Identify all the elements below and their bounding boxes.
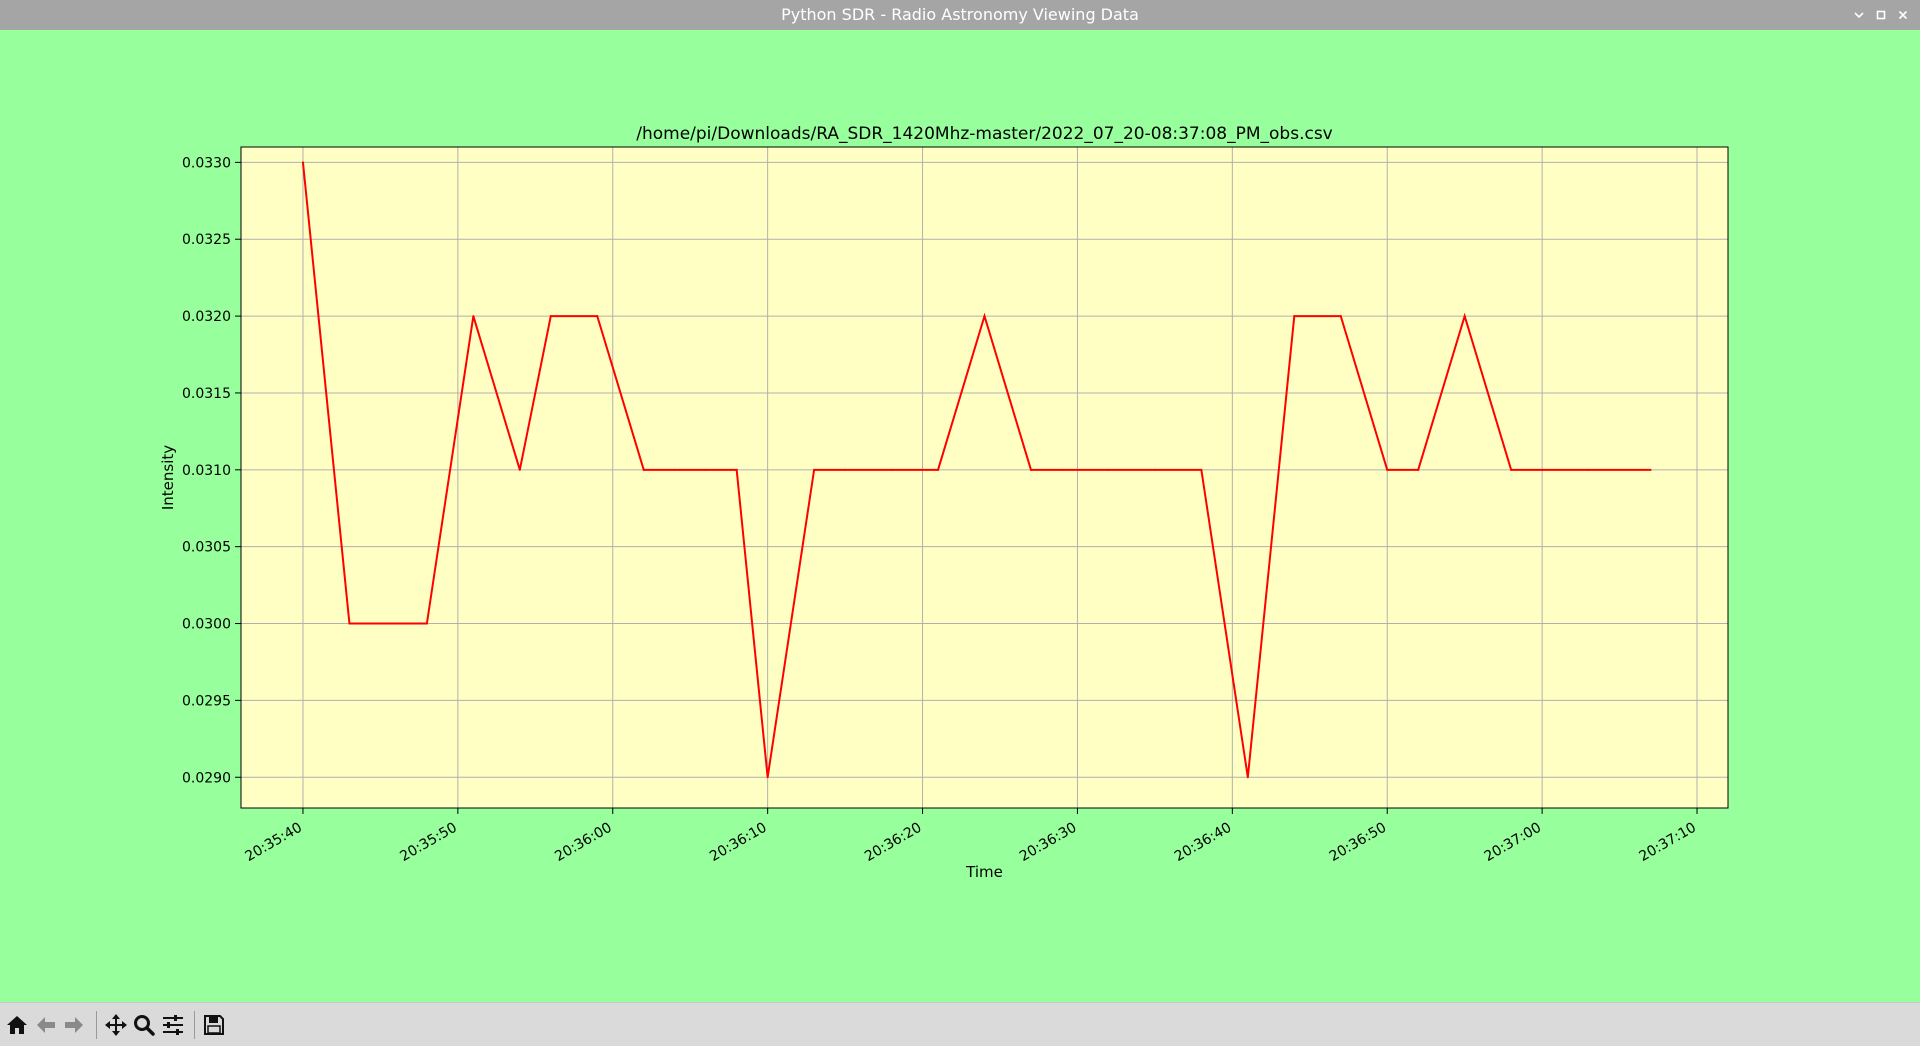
data-point <box>844 468 847 471</box>
home-button[interactable] <box>4 1012 30 1038</box>
y-tick-label: 0.0330 <box>182 155 231 171</box>
sliders-icon <box>163 1015 183 1035</box>
x-tick-label: 20:36:40 <box>1172 820 1234 865</box>
data-point <box>642 468 645 471</box>
home-icon <box>7 1016 27 1034</box>
chevron-down-icon[interactable] <box>1848 4 1870 26</box>
x-tick-label: 20:36:50 <box>1327 820 1389 865</box>
window-titlebar: Python SDR - Radio Astronomy Viewing Dat… <box>0 0 1920 30</box>
data-point <box>1029 468 1032 471</box>
toolbar-separator <box>194 1011 195 1039</box>
data-point <box>890 468 893 471</box>
pan-button[interactable] <box>103 1012 129 1038</box>
back-button[interactable] <box>33 1012 59 1038</box>
x-tick-label: 20:37:10 <box>1637 820 1699 865</box>
arrow-left-icon <box>37 1017 55 1033</box>
data-point <box>1339 315 1342 318</box>
x-tick-label: 20:35:50 <box>397 820 459 865</box>
data-point <box>1541 468 1544 471</box>
chart-title: /home/pi/Downloads/RA_SDR_1420Mhz-master… <box>636 124 1333 144</box>
data-point <box>1463 315 1466 318</box>
y-tick-label: 0.0310 <box>182 463 231 479</box>
data-point <box>1386 468 1389 471</box>
data-point <box>472 315 475 318</box>
y-tick-label: 0.0315 <box>182 386 231 402</box>
x-tick-label: 20:36:10 <box>707 820 769 865</box>
x-tick-label: 20:36:30 <box>1017 820 1079 865</box>
x-tick-label: 20:36:00 <box>552 820 614 865</box>
data-point <box>549 315 552 318</box>
zoom-button[interactable] <box>131 1012 157 1038</box>
plot-area <box>241 147 1728 808</box>
configure-button[interactable] <box>160 1012 186 1038</box>
floppy-icon <box>204 1015 224 1035</box>
x-axis-label: Time <box>965 863 1003 881</box>
move-icon <box>105 1014 127 1036</box>
y-tick-label: 0.0300 <box>182 617 231 633</box>
x-tick-label: 20:35:40 <box>242 820 304 865</box>
data-point <box>348 622 351 625</box>
y-tick-label: 0.0325 <box>182 232 231 248</box>
data-point <box>1153 468 1156 471</box>
data-point <box>735 468 738 471</box>
data-point <box>1510 468 1513 471</box>
data-point <box>1587 468 1590 471</box>
data-point <box>983 315 986 318</box>
x-tick-label: 20:37:00 <box>1482 820 1544 865</box>
line-chart: 20:35:40 20:35:50 20:36:00 20:36:10 20:36:20… <box>159 124 1729 881</box>
data-point <box>518 468 521 471</box>
x-tick-label: 20:36:20 <box>862 820 924 865</box>
data-point <box>937 468 940 471</box>
data-point <box>1060 468 1063 471</box>
data-point <box>766 776 769 779</box>
magnifier-icon <box>134 1015 155 1036</box>
forward-button[interactable] <box>61 1012 87 1038</box>
data-point <box>704 468 707 471</box>
data-point <box>301 161 304 164</box>
figure-canvas[interactable]: 20:35:40 20:35:50 20:36:00 20:36:10 20:36:20… <box>0 30 1920 1002</box>
data-point <box>813 468 816 471</box>
data-point <box>673 468 676 471</box>
y-tick-label: 0.0320 <box>182 309 231 325</box>
plot-frame <box>240 146 1729 809</box>
maximize-icon[interactable] <box>1870 4 1892 26</box>
y-tick-label: 0.0305 <box>182 540 231 556</box>
window-title: Python SDR - Radio Astronomy Viewing Dat… <box>781 5 1139 24</box>
y-tick-label: 0.0290 <box>182 770 231 786</box>
data-point <box>1246 776 1249 779</box>
data-point <box>379 622 382 625</box>
navigation-toolbar <box>0 1002 1920 1046</box>
y-axis-label: Intensity <box>159 445 177 510</box>
toolbar-separator <box>96 1011 97 1039</box>
y-tick-label: 0.0295 <box>182 693 231 709</box>
data-point <box>1417 468 1420 471</box>
arrow-right-icon <box>65 1017 83 1033</box>
data-point <box>1649 468 1652 471</box>
data-point <box>425 622 428 625</box>
data-point <box>1200 468 1203 471</box>
save-button[interactable] <box>201 1012 227 1038</box>
data-point <box>1107 468 1110 471</box>
data-point <box>596 315 599 318</box>
close-icon[interactable] <box>1892 4 1914 26</box>
data-point <box>1293 315 1296 318</box>
